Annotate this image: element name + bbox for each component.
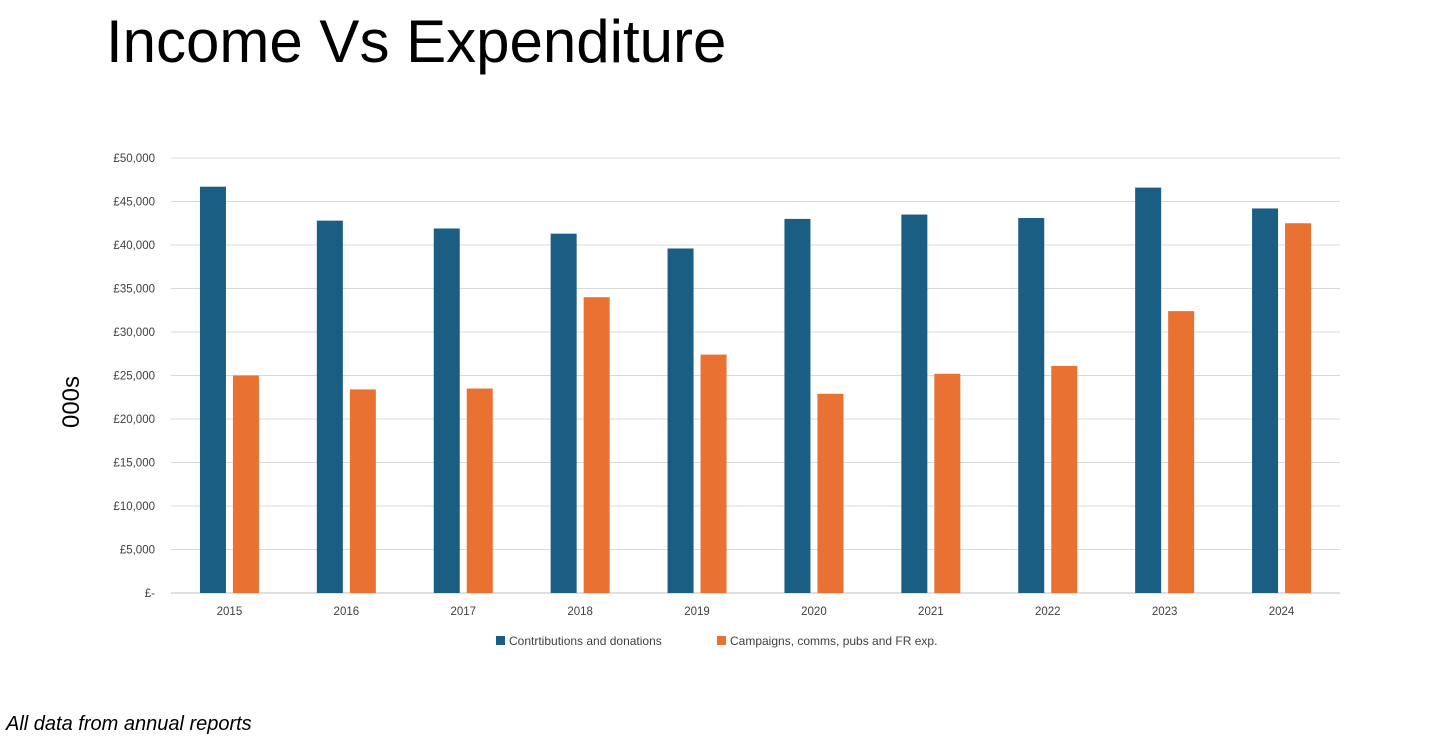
x-tick-label: 2015 [217, 606, 243, 618]
y-tick-label: £5,000 [120, 545, 155, 557]
bar-contributions [316, 220, 343, 593]
bar-campaigns [349, 389, 376, 593]
bar-contributions [1135, 187, 1162, 593]
bar-contributions [667, 248, 694, 594]
y-tick-label: £10,000 [113, 501, 155, 513]
y-tick-label: £20,000 [113, 414, 155, 426]
legend-label: Campaigns, comms, pubs and FR exp. [730, 634, 937, 648]
bar-contributions [550, 233, 577, 593]
y-tick-label: £35,000 [113, 284, 155, 296]
y-tick-label: £50,000 [113, 153, 155, 165]
bar-contributions [1252, 208, 1279, 593]
x-tick-label: 2023 [1152, 606, 1178, 618]
x-tick-label: 2022 [1035, 606, 1061, 618]
bar-contributions [433, 228, 460, 593]
x-tick-label: 2016 [334, 606, 360, 618]
y-tick-label: £40,000 [113, 240, 155, 252]
x-tick-label: 2020 [801, 606, 827, 618]
bar-campaigns [232, 375, 259, 593]
bar-campaigns [1051, 365, 1078, 593]
legend-label: Contrtibutions and donations [509, 634, 662, 648]
footnote: All data from annual reports [6, 713, 252, 735]
bar-contributions [901, 214, 928, 594]
bar-campaigns [700, 354, 727, 593]
x-tick-label: 2018 [567, 606, 593, 618]
legend-swatch [717, 636, 726, 645]
bar-campaigns [817, 393, 844, 593]
bar-campaigns [1285, 223, 1312, 593]
bar-contributions [784, 218, 811, 593]
x-tick-label: 2019 [684, 606, 710, 618]
legend-swatch [496, 636, 505, 645]
y-tick-label: £25,000 [113, 371, 155, 383]
bar-contributions [199, 186, 226, 593]
bar-campaigns [583, 297, 610, 593]
y-tick-label: £30,000 [113, 327, 155, 339]
x-tick-label: 2021 [918, 606, 944, 618]
x-tick-label: 2024 [1269, 606, 1295, 618]
bar-campaigns [1168, 311, 1195, 593]
bar-contributions [1018, 218, 1045, 593]
y-tick-label: £45,000 [113, 197, 155, 209]
y-tick-label: £15,000 [113, 458, 155, 470]
page-title: Income Vs Expenditure [106, 8, 727, 75]
bar-campaigns [934, 373, 961, 593]
bar-campaigns [466, 388, 493, 593]
y-tick-label: £- [145, 588, 155, 600]
x-tick-label: 2017 [450, 606, 476, 618]
